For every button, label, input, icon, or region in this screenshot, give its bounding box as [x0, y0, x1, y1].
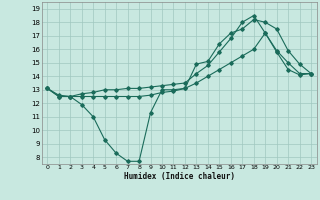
X-axis label: Humidex (Indice chaleur): Humidex (Indice chaleur) [124, 172, 235, 181]
